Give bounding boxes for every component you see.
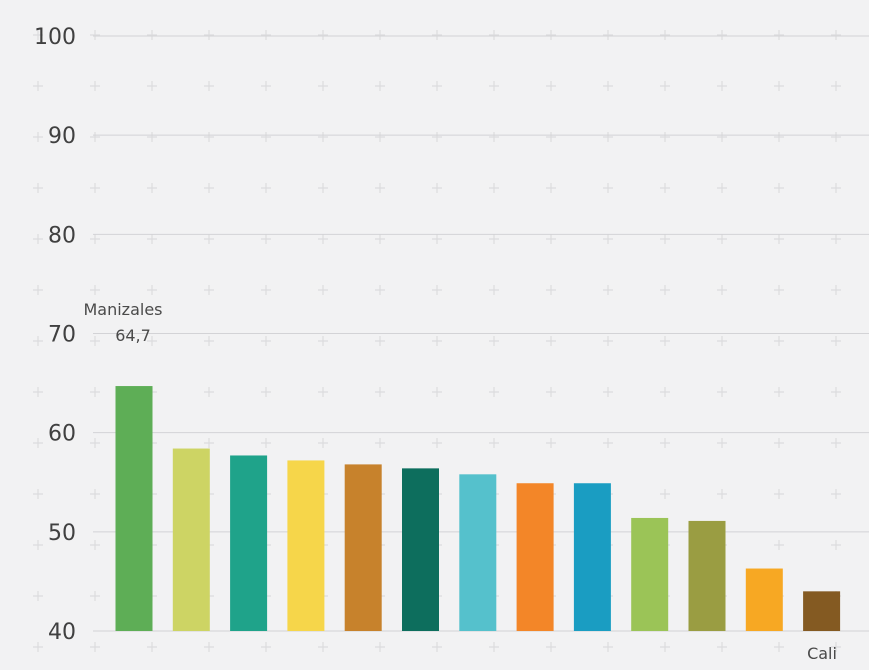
annotation-bottom-name: Cali <box>807 644 837 663</box>
bar <box>459 474 497 631</box>
bar <box>402 468 439 631</box>
bar <box>573 483 611 631</box>
y-tick-label: 40 <box>48 620 76 645</box>
bar <box>172 448 210 631</box>
bar <box>230 455 268 631</box>
y-tick-label: 50 <box>48 521 76 546</box>
bars <box>115 386 841 631</box>
gridlines <box>93 35 869 632</box>
y-tick-label: 90 <box>48 124 76 149</box>
annotation-top-name: Manizales <box>83 300 162 319</box>
y-axis-ticks: 40 50 60 70 80 90 100 <box>34 25 76 645</box>
bar <box>688 520 726 631</box>
bar <box>287 460 325 631</box>
annotation-top-value: 64,7 <box>115 326 151 345</box>
bar <box>344 464 382 631</box>
y-tick-label: 100 <box>34 25 76 50</box>
bar <box>115 386 153 631</box>
bar <box>745 568 783 631</box>
y-tick-label: 60 <box>48 422 76 447</box>
bar <box>803 591 841 631</box>
y-tick-label: 70 <box>48 323 76 348</box>
bar <box>631 517 669 631</box>
y-tick-label: 80 <box>48 223 76 248</box>
bar <box>516 483 554 631</box>
